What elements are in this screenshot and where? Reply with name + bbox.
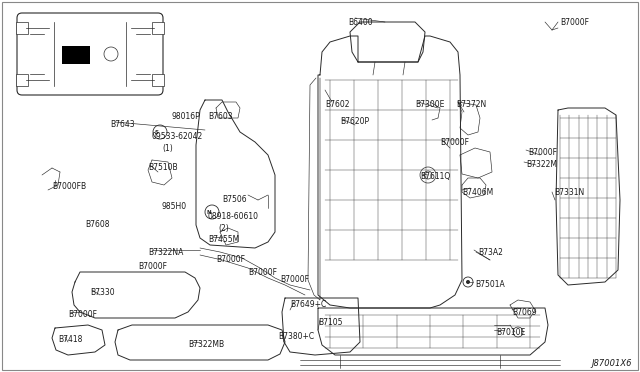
Text: (1): (1) (162, 144, 173, 153)
Text: B7603: B7603 (208, 112, 232, 121)
Bar (152, 22, 164, 34)
Text: B7000F: B7000F (528, 148, 557, 157)
Text: (2): (2) (218, 224, 228, 233)
Text: B7000F: B7000F (248, 268, 277, 277)
Text: B7322MB: B7322MB (188, 340, 224, 349)
Text: B7649+C: B7649+C (290, 300, 326, 309)
Text: B7331N: B7331N (554, 188, 584, 197)
Circle shape (466, 280, 470, 284)
Text: B7010E: B7010E (496, 328, 525, 337)
Text: B7455M: B7455M (208, 235, 239, 244)
Text: B7418: B7418 (58, 335, 83, 344)
Bar (16, 74, 28, 86)
Text: B7330: B7330 (90, 288, 115, 297)
Text: 985H0: 985H0 (162, 202, 187, 211)
Bar (62, 46, 90, 64)
FancyBboxPatch shape (17, 13, 163, 95)
Text: B7611Q: B7611Q (420, 172, 451, 181)
Text: B7000F: B7000F (560, 18, 589, 27)
Text: 09533-62042: 09533-62042 (152, 132, 204, 141)
Text: B7380+C: B7380+C (278, 332, 314, 341)
Text: B7608: B7608 (85, 220, 109, 229)
Text: B7406M: B7406M (462, 188, 493, 197)
Text: B7510B: B7510B (148, 163, 178, 172)
Text: 08918-60610: 08918-60610 (208, 212, 259, 221)
Text: N: N (207, 209, 211, 215)
Text: B7000F: B7000F (68, 310, 97, 319)
Bar (16, 22, 28, 34)
Text: B7643: B7643 (110, 120, 134, 129)
Text: B6400: B6400 (348, 18, 372, 27)
Text: B73A2: B73A2 (478, 248, 503, 257)
Text: S: S (155, 129, 159, 135)
Text: B7000F: B7000F (216, 255, 245, 264)
Text: B7000F: B7000F (440, 138, 469, 147)
Text: B7000F: B7000F (280, 275, 309, 284)
Text: B7620P: B7620P (340, 117, 369, 126)
Text: B7506: B7506 (222, 195, 246, 204)
Bar (152, 74, 164, 86)
Text: 98016P: 98016P (172, 112, 201, 121)
Text: B7300E: B7300E (415, 100, 444, 109)
Text: B7322M: B7322M (526, 160, 557, 169)
Text: B7105: B7105 (318, 318, 342, 327)
Text: J87001X6: J87001X6 (591, 359, 632, 368)
Text: B7000FB: B7000FB (52, 182, 86, 191)
Text: B7501A: B7501A (475, 280, 505, 289)
Text: B7069: B7069 (512, 308, 536, 317)
Text: B7372N: B7372N (456, 100, 486, 109)
Text: B7602: B7602 (325, 100, 349, 109)
Text: B7000F: B7000F (138, 262, 167, 271)
Text: B7322NA: B7322NA (148, 248, 184, 257)
